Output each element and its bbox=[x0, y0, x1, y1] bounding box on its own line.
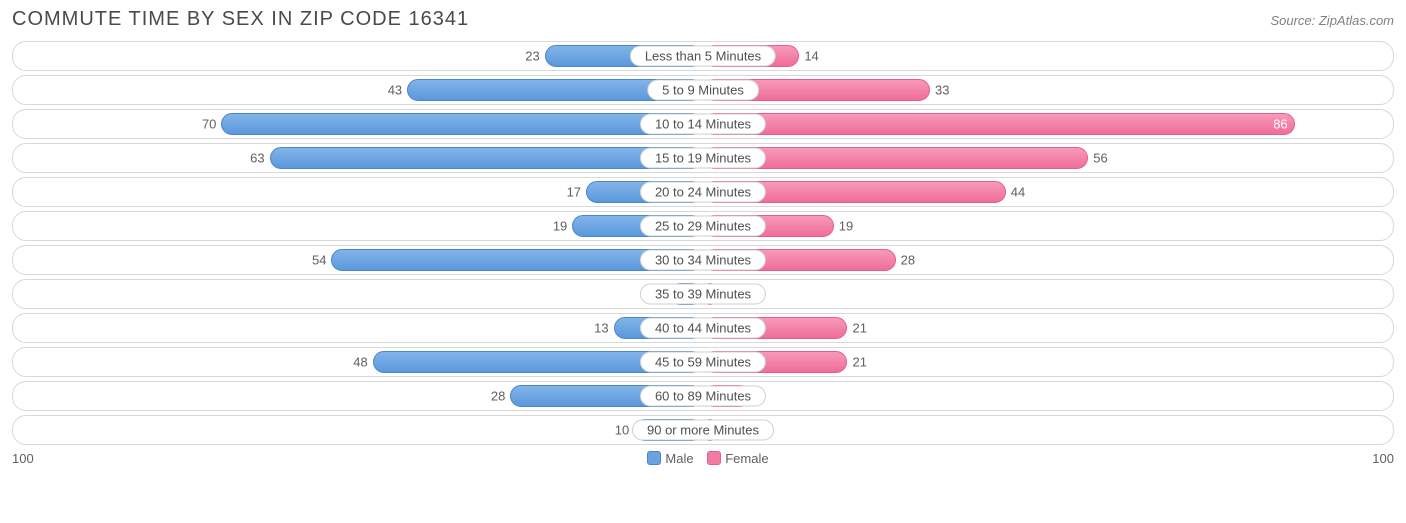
female-value: 28 bbox=[901, 253, 915, 268]
male-value: 19 bbox=[553, 219, 567, 234]
chart-row: 28760 to 89 Minutes bbox=[12, 381, 1394, 411]
chart-row: 63 56 15 to 19 Minutes bbox=[12, 143, 1394, 173]
category-label: 35 to 39 Minutes bbox=[640, 284, 766, 305]
category-label: 40 to 44 Minutes bbox=[640, 318, 766, 339]
category-label: 90 or more Minutes bbox=[632, 420, 774, 441]
chart-row: 23 14 Less than 5 Minutes bbox=[12, 41, 1394, 71]
male-value: 43 bbox=[388, 83, 402, 98]
female-value: 44 bbox=[1011, 185, 1025, 200]
axis-left-label: 100 bbox=[12, 451, 72, 466]
male-value: 48 bbox=[353, 355, 367, 370]
male-bar: 63 bbox=[270, 147, 703, 169]
male-value: 17 bbox=[567, 185, 581, 200]
female-value: 21 bbox=[852, 355, 866, 370]
chart-row: 19 19 25 to 29 Minutes bbox=[12, 211, 1394, 241]
female-value: 19 bbox=[839, 219, 853, 234]
female-value: 14 bbox=[804, 49, 818, 64]
chart-title: COMMUTE TIME BY SEX IN ZIP CODE 16341 bbox=[12, 8, 469, 31]
chart-source: Source: ZipAtlas.com bbox=[1270, 13, 1394, 28]
category-label: 25 to 29 Minutes bbox=[640, 216, 766, 237]
category-label: 15 to 19 Minutes bbox=[640, 148, 766, 169]
legend-female-label: Female bbox=[725, 451, 768, 466]
male-value: 23 bbox=[525, 49, 539, 64]
category-label: 60 to 89 Minutes bbox=[640, 386, 766, 407]
axis-right-label: 100 bbox=[1334, 451, 1394, 466]
chart-rows: 23 14 Less than 5 Minutes 43 33 5 to 9 Minute… bbox=[12, 41, 1394, 445]
chart-row: 10290 or more Minutes bbox=[12, 415, 1394, 445]
female-bar: 86 bbox=[703, 113, 1295, 135]
category-label: 45 to 59 Minutes bbox=[640, 352, 766, 373]
male-swatch-icon bbox=[647, 451, 661, 465]
female-value: 86 bbox=[1273, 117, 1287, 132]
category-label: 20 to 24 Minutes bbox=[640, 182, 766, 203]
male-value: 70 bbox=[202, 117, 216, 132]
male-value: 54 bbox=[312, 253, 326, 268]
male-value: 63 bbox=[250, 151, 264, 166]
male-value: 10 bbox=[615, 423, 629, 438]
female-swatch-icon bbox=[707, 451, 721, 465]
category-label: 30 to 34 Minutes bbox=[640, 250, 766, 271]
female-value: 56 bbox=[1093, 151, 1107, 166]
chart-row: 13 21 40 to 44 Minutes bbox=[12, 313, 1394, 343]
male-bar: 70 bbox=[221, 113, 703, 135]
chart-row: 17 44 20 to 24 Minutes bbox=[12, 177, 1394, 207]
female-value: 21 bbox=[852, 321, 866, 336]
category-label: 10 to 14 Minutes bbox=[640, 114, 766, 135]
category-label: Less than 5 Minutes bbox=[630, 46, 776, 67]
female-value: 33 bbox=[935, 83, 949, 98]
chart-legend: Male Female bbox=[72, 451, 1334, 466]
legend-male-label: Male bbox=[665, 451, 693, 466]
chart-footer: 100 Male Female 100 bbox=[12, 451, 1394, 466]
male-value: 28 bbox=[491, 389, 505, 404]
male-value: 13 bbox=[594, 321, 608, 336]
chart-row: 5235 to 39 Minutes bbox=[12, 279, 1394, 309]
chart-row: 54 28 30 to 34 Minutes bbox=[12, 245, 1394, 275]
chart-header: COMMUTE TIME BY SEX IN ZIP CODE 16341 So… bbox=[12, 8, 1394, 31]
category-label: 5 to 9 Minutes bbox=[647, 80, 759, 101]
chart-row: 48 21 45 to 59 Minutes bbox=[12, 347, 1394, 377]
chart-row: 70 86 10 to 14 Minutes bbox=[12, 109, 1394, 139]
chart-row: 43 33 5 to 9 Minutes bbox=[12, 75, 1394, 105]
